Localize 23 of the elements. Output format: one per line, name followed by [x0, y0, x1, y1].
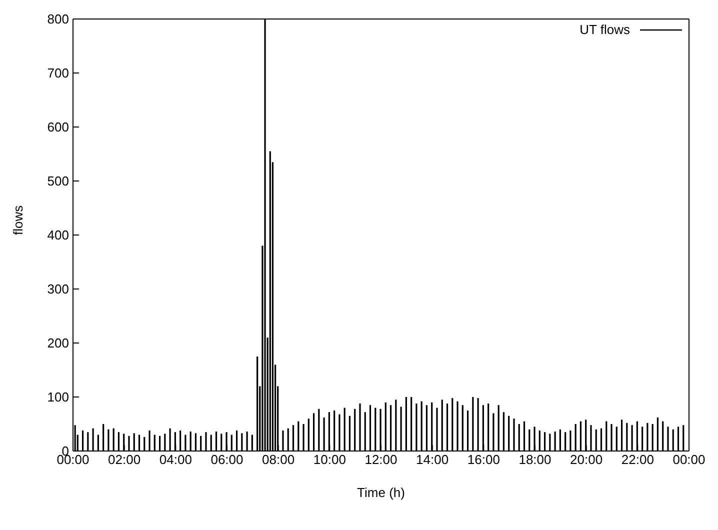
y-tick-label: 700 [47, 66, 69, 81]
y-tick-label: 300 [47, 282, 69, 297]
y-tick-label: 800 [47, 12, 69, 27]
x-tick-label: 00:00 [672, 452, 706, 468]
x-tick-label: 20:00 [570, 452, 603, 468]
y-tick-label: 400 [47, 228, 69, 243]
x-tick-label: 04:00 [159, 452, 192, 468]
y-tick-label: 100 [47, 390, 69, 405]
y-tick-label: 600 [47, 120, 69, 135]
x-tick-label: 12:00 [364, 452, 398, 468]
x-tick-label: 16:00 [467, 452, 500, 468]
x-tick-label: 06:00 [210, 452, 244, 468]
y-axis-title: flows [10, 204, 26, 235]
x-tick-label: 02:00 [108, 452, 141, 468]
x-axis-title: Time (h) [357, 485, 405, 500]
y-tick-label: 200 [47, 336, 69, 351]
legend-label: UT flows [580, 22, 630, 37]
x-tick-label: 18:00 [518, 452, 552, 468]
x-tick-label: 10:00 [313, 452, 346, 468]
x-tick-label: 08:00 [262, 452, 295, 468]
x-tick-label: 22:00 [621, 452, 654, 468]
x-tick-label: 14:00 [416, 452, 449, 468]
y-tick-label: 500 [47, 174, 69, 189]
